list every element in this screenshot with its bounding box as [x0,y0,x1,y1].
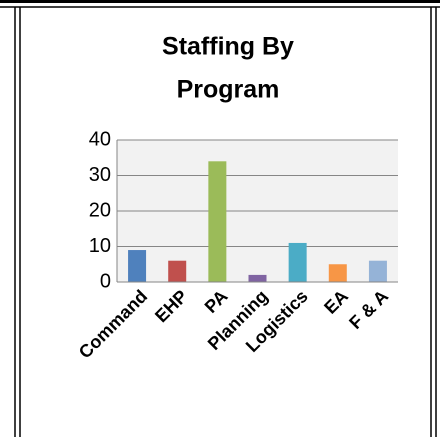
y-tick-label: 30 [89,164,111,186]
bar [168,260,187,282]
x-tick-label: EHP [151,286,191,326]
x-tick-label: EA [320,286,352,318]
bar [128,250,147,282]
y-tick-label: 10 [89,235,111,257]
bar [248,274,267,282]
x-tick-label: PA [201,286,232,317]
y-tick-label: 20 [89,199,111,221]
bar [288,242,307,282]
x-tick-label: F & A [345,286,392,333]
bar [328,264,347,282]
chart-title: Staffing By [162,33,294,61]
y-tick-label: 40 [89,128,111,150]
x-tick-label: Command [75,286,151,362]
y-tick-label: 0 [100,270,111,292]
bar [368,260,387,282]
bar [208,161,227,282]
chart-title: Program [177,76,280,104]
